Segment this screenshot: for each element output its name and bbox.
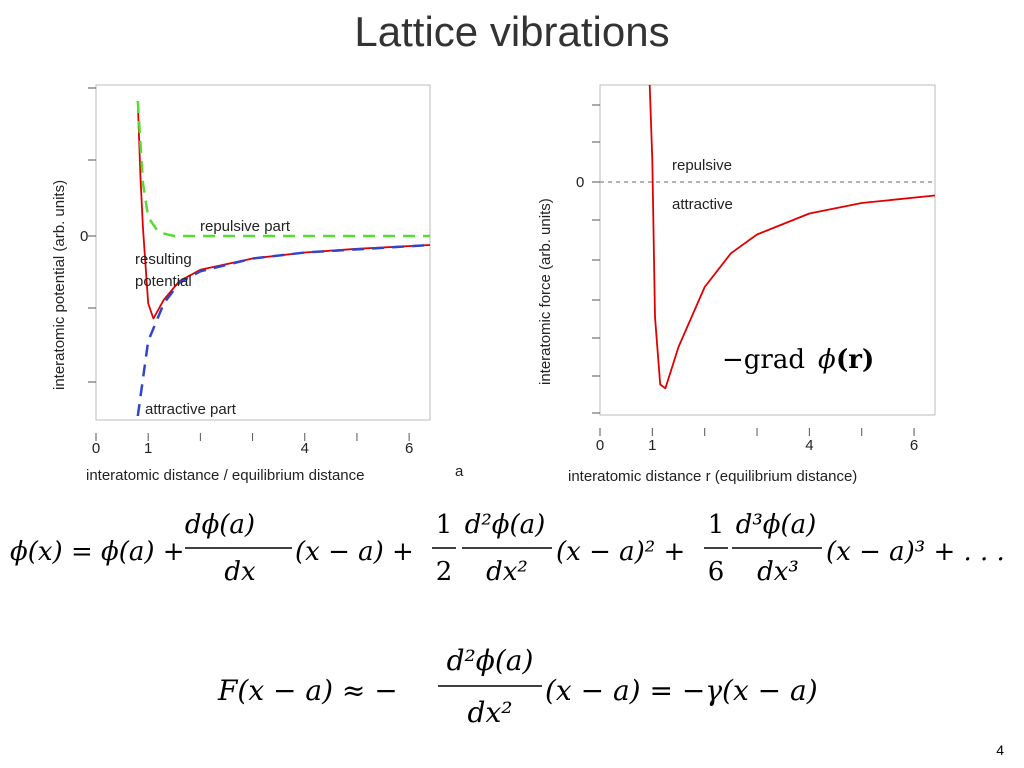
series-lines [136, 100, 431, 417]
x-axis-label: interatomic distance r (equilibrium dist… [568, 468, 857, 485]
annotation-repulsive: repulsive [672, 157, 732, 174]
sixth-denominator: 6 [708, 557, 725, 587]
annotation-potential: potential [135, 273, 192, 290]
taylor-term2: (x − a)² + [556, 537, 685, 567]
force-denominator: dx² [468, 696, 513, 729]
frac3-numerator: d³ϕ(a) [736, 510, 817, 540]
sixth-numerator: 1 [708, 510, 725, 540]
series-lines [600, 84, 936, 390]
x-axis: 0 1 4 6 [92, 433, 413, 457]
taylor-term3: (x − a)³ + . . . [826, 537, 1005, 567]
series-attractive-part [136, 243, 431, 417]
x-tick-label: 1 [648, 437, 656, 454]
force-numerator: d²ϕ(a) [447, 644, 534, 677]
force-lhs: F(x − a) ≈ − [217, 674, 398, 707]
y-axis-label: interatomic potential (arb. units) [51, 180, 68, 390]
series-force [648, 84, 936, 390]
x-tick-label: 0 [596, 437, 604, 454]
annotation-attractive-part: attractive part [145, 401, 237, 418]
x-tick-label: 4 [301, 440, 309, 457]
grad-text: −grad [722, 345, 805, 375]
page-number: 4 [996, 742, 1004, 758]
plot-frame [95, 84, 431, 421]
x-tick-label: 6 [910, 437, 918, 454]
annotation-attractive: attractive [672, 196, 733, 213]
annotation-resulting: resulting [135, 251, 192, 268]
frac2-numerator: d²ϕ(a) [465, 510, 546, 540]
grad-phi: ϕ [818, 345, 836, 375]
y-axis: 0 [576, 104, 600, 414]
grad-r: (r) [836, 345, 874, 375]
taylor-term1: (x − a) + [295, 537, 414, 567]
x-axis: 0 1 4 6 [596, 428, 918, 454]
half-numerator: 1 [436, 510, 453, 540]
frac1-numerator: dϕ(a) [185, 510, 255, 540]
frac1-denominator: dx [224, 557, 256, 587]
annotation-repulsive-part: repulsive part [200, 218, 291, 235]
grad-annotation: −grad ϕ (r) [722, 345, 874, 375]
x-tick-label: 1 [144, 440, 152, 457]
x-tick-label: 0 [92, 440, 100, 457]
frac2-denominator: dx² [486, 557, 528, 587]
series-repulsive-part [136, 100, 430, 238]
x-tick-label: 6 [405, 440, 413, 457]
x-tick-label: 4 [805, 437, 813, 454]
y-tick-label: 0 [576, 174, 584, 191]
taylor-lhs: ϕ(x) = ϕ(a) + [10, 537, 185, 567]
half-denominator: 2 [436, 557, 453, 587]
frac3-denominator: dx³ [757, 557, 799, 587]
slide-title: Lattice vibrations [354, 8, 670, 55]
y-axis: 0 [80, 87, 96, 383]
x-axis-label-suffix: a [455, 463, 464, 480]
x-axis-label: interatomic distance / equilibrium dista… [86, 467, 364, 484]
plot-frame [599, 84, 936, 416]
y-axis-label: interatomic force (arb. units) [537, 198, 554, 385]
force-rhs: (x − a) = −γ(x − a) [545, 674, 818, 707]
y-tick-label: 0 [80, 228, 88, 245]
